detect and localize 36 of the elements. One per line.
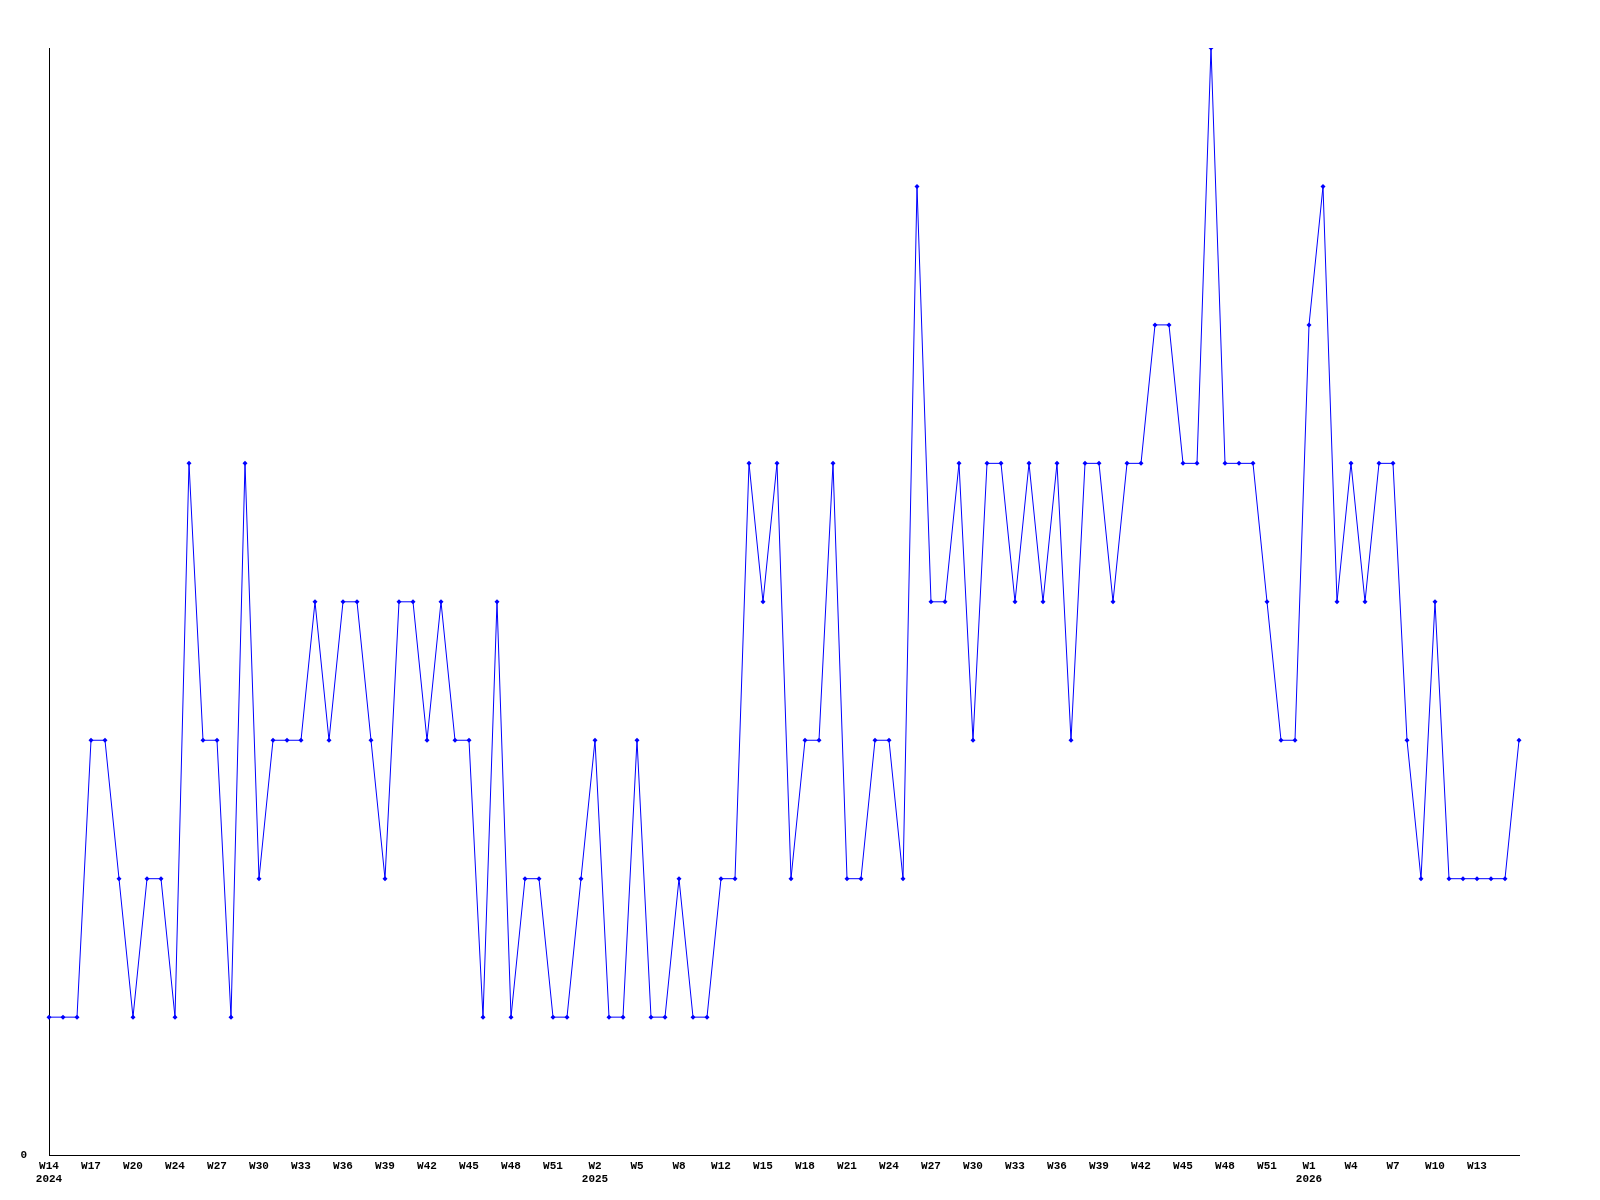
x-tick-label: W14 2024 xyxy=(35,1159,63,1186)
x-tick-label: W18 xyxy=(795,1159,816,1172)
x-tick-label: W24 xyxy=(165,1159,186,1172)
x-tick-label: W20 xyxy=(123,1159,143,1172)
x-tick-label: W45 xyxy=(1173,1159,1194,1172)
x-tick-label: W7 xyxy=(1386,1159,1400,1172)
x-tick-label: W5 xyxy=(630,1159,644,1172)
x-tick-label: W45 xyxy=(459,1159,480,1172)
x-tick-label: W10 xyxy=(1425,1159,1445,1172)
x-tick-label: W39 xyxy=(375,1159,395,1172)
x-tick-label: W48 xyxy=(1215,1159,1236,1172)
x-tick-label: W30 xyxy=(249,1159,269,1172)
x-tick-label: W2 2025 xyxy=(581,1159,609,1186)
x-tick-label: W42 xyxy=(417,1159,437,1172)
x-tick-label: W33 xyxy=(291,1159,312,1172)
x-tick-label: W15 xyxy=(753,1159,774,1172)
x-tick-label: W4 xyxy=(1344,1159,1358,1172)
x-tick-label: W36 xyxy=(1047,1159,1067,1172)
text: 0 xyxy=(20,1149,27,1162)
x-tick-label: W21 xyxy=(837,1159,858,1172)
x-tick-label: W51 xyxy=(543,1159,564,1172)
x-tick-label: W17 xyxy=(81,1159,101,1172)
x-tick-label: W1 2026 xyxy=(1295,1159,1323,1186)
x-tick-label: W51 xyxy=(1257,1159,1278,1172)
x-tick-label: W13 xyxy=(1467,1159,1488,1172)
x-tick-label: W8 xyxy=(672,1159,686,1172)
x-tick-label: W12 xyxy=(711,1159,731,1172)
x-tick-label: W48 xyxy=(501,1159,522,1172)
x-tick-label: W33 xyxy=(1005,1159,1026,1172)
x-tick-label: W39 xyxy=(1089,1159,1109,1172)
x-tick-label: W30 xyxy=(963,1159,983,1172)
x-tick-label: W42 xyxy=(1131,1159,1151,1172)
x-tick-label: W27 xyxy=(921,1159,941,1172)
x-tick-label: W36 xyxy=(333,1159,353,1172)
x-tick-label: W27 xyxy=(207,1159,227,1172)
x-tick-label: W24 xyxy=(879,1159,900,1172)
